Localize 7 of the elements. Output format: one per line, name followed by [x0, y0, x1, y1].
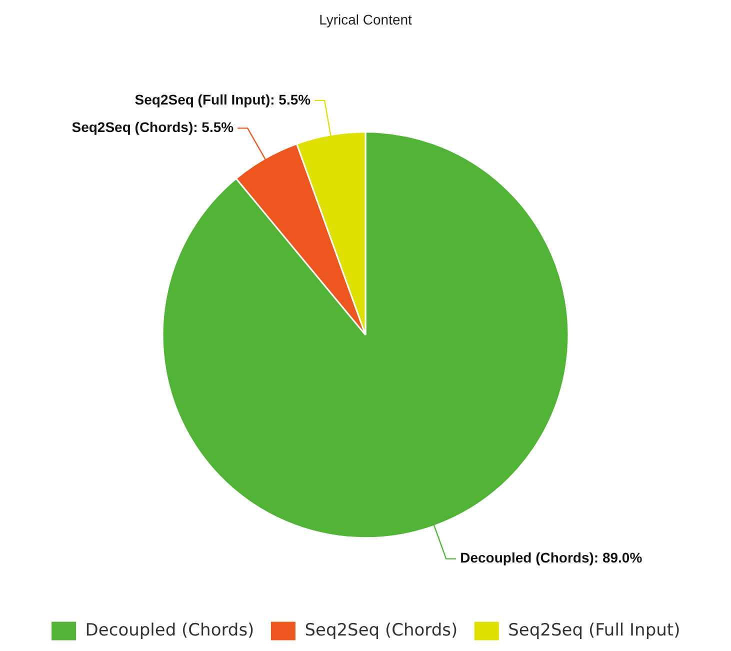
data-label: Decoupled (Chords): 89.0%: [460, 550, 643, 566]
legend-label: Seq2Seq (Full Input): [508, 620, 680, 640]
legend-label: Seq2Seq (Chords): [304, 620, 458, 640]
data-label: Seq2Seq (Full Input): 5.5%: [134, 91, 312, 108]
legend-label: Decoupled (Chords): [85, 620, 254, 640]
data-label: Seq2Seq (Chords): 5.5%: [72, 119, 234, 136]
chart-title: Lyrical Content: [319, 11, 412, 28]
